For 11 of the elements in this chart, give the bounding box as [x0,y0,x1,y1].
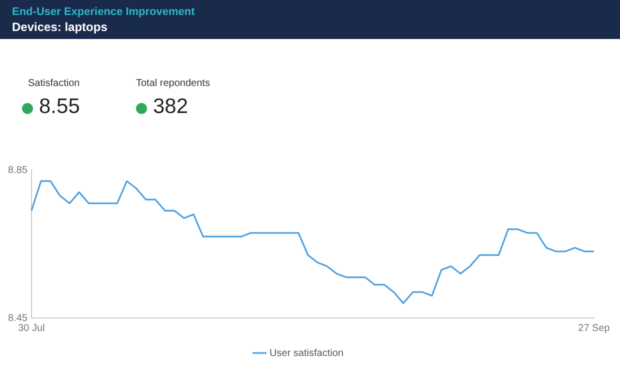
y-tick-label: 8.45 [8,312,28,324]
y-tick-label: 8.85 [8,164,28,176]
x-tick-label: 27 Sep [578,322,610,334]
data-label: 8.55 [39,95,80,118]
x-tick-label: 30 Jul [18,322,45,334]
text: End-User Experience Improvement [12,6,195,18]
text: Devices: laptops [12,20,108,34]
category-label: Satisfaction [27,78,80,89]
category-label: Total repondents [136,78,210,89]
data-label: 382 [153,95,188,118]
legend-label: User satisfaction [270,348,344,359]
